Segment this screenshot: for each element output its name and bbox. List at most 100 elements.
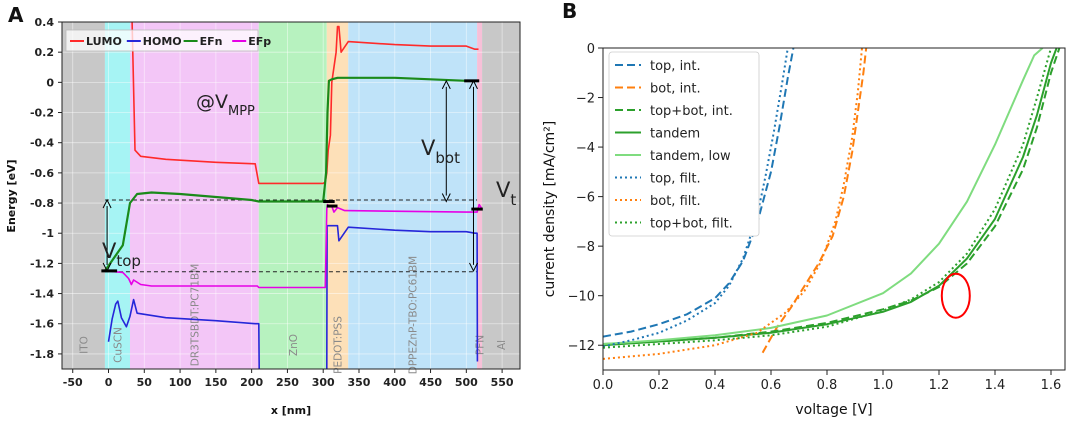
b-xtick-label: 0.0 bbox=[593, 378, 614, 393]
band-pfn bbox=[477, 22, 483, 369]
a-y-label: Energy [eV] bbox=[5, 159, 18, 232]
vbot-arrow-head-top bbox=[441, 79, 451, 90]
b-xtick-label: 1.4 bbox=[985, 378, 1006, 393]
series-lumo bbox=[131, 22, 479, 185]
panel-b: B 0.0 0.2 0.4 0.6 0.8 1.0 1.2 1.4 1.6 0 −2 −4 −6 −8 −… bbox=[542, 0, 1066, 418]
a-ytick-label: -1.8 bbox=[30, 348, 54, 361]
b-xtick-label: 1.0 bbox=[873, 378, 894, 393]
a-x-ticks: -50 0 50 100 150 200 250 300 350 400 450 500 550 bbox=[63, 369, 514, 389]
b-xtick-label: 1.2 bbox=[929, 378, 950, 393]
a-legend-label-efp: EFp bbox=[248, 35, 271, 48]
a-ytick-label: -0.6 bbox=[30, 167, 54, 180]
series-tandem-low bbox=[603, 48, 1044, 345]
a-xtick-label: 500 bbox=[455, 376, 478, 389]
vmpp-label: @VMPP bbox=[196, 91, 255, 119]
b-ytick-label: −4 bbox=[576, 141, 595, 156]
band-pedot-pss bbox=[326, 22, 349, 369]
b-legend-label-tandem-low: tandem, low bbox=[650, 149, 731, 164]
a-xtick-label: 250 bbox=[276, 376, 299, 389]
a-x-label: x [nm] bbox=[271, 404, 311, 417]
vmpp-sub: MPP bbox=[228, 104, 255, 119]
panel-a: A ITO CuSCN DR3TSBDT:PC71BM ZnO PEDOT:PSS DPP… bbox=[5, 3, 521, 417]
panel-b-letter: B bbox=[562, 0, 577, 23]
b-legend-label-bot-int: bot, int. bbox=[650, 82, 701, 97]
panel-a-letter: A bbox=[8, 3, 24, 27]
series-bot-filt bbox=[603, 48, 863, 360]
band-zno bbox=[258, 22, 327, 369]
layer-label-pfn: PFN bbox=[475, 335, 487, 355]
a-legend-label-efn: EFn bbox=[200, 35, 223, 48]
b-ytick-label: −2 bbox=[576, 92, 595, 107]
band-al bbox=[482, 22, 520, 369]
vtop-sub: top bbox=[116, 252, 141, 270]
band-cuscn bbox=[104, 22, 130, 369]
a-xtick-label: 150 bbox=[204, 376, 227, 389]
a-ytick-label: -0.2 bbox=[30, 107, 54, 120]
b-ytick-label: −6 bbox=[576, 191, 595, 206]
a-series bbox=[103, 22, 483, 369]
vt-sub: t bbox=[510, 191, 516, 209]
vt-arrow-head-bottom bbox=[469, 262, 478, 273]
b-xtick-label: 0.4 bbox=[705, 378, 726, 393]
a-xtick-label: 100 bbox=[169, 376, 192, 389]
b-legend-label-top-int: top, int. bbox=[650, 59, 701, 74]
vbot-sub: bot bbox=[435, 149, 460, 167]
b-y-ticks: 0 −2 −4 −6 −8 −10 −12 bbox=[568, 42, 603, 354]
vmpp-main: @V bbox=[196, 91, 228, 113]
series-efp bbox=[104, 203, 483, 289]
a-xtick-label: 50 bbox=[137, 376, 153, 389]
b-xtick-label: 0.2 bbox=[649, 378, 670, 393]
a-ytick-label: 0 bbox=[46, 76, 54, 89]
a-xtick-label: 400 bbox=[383, 376, 406, 389]
layer-labels: ITO CuSCN DR3TSBDT:PC71BM ZnO PEDOT:PSS DPPEZ… bbox=[78, 256, 508, 375]
a-ytick-label: -1.6 bbox=[30, 318, 54, 331]
b-legend-label-top-bot-int: top+bot, int. bbox=[650, 104, 733, 119]
b-legend-label-top-filt: top, filt. bbox=[650, 172, 701, 187]
a-ytick-label: -1 bbox=[42, 227, 54, 240]
a-ytick-label: 0.4 bbox=[35, 16, 55, 29]
layer-label-dppeznp-tbo-pc61bm: DPPEZnP-TBO:PC61BM bbox=[408, 256, 420, 375]
series-tandem bbox=[603, 48, 1058, 347]
layer-label-pedot-pss: PEDOT:PSS bbox=[333, 316, 345, 374]
a-ytick-label: -0.4 bbox=[30, 137, 54, 150]
series-homo-right bbox=[326, 224, 479, 369]
b-xtick-label: 1.6 bbox=[1041, 378, 1062, 393]
layer-label-ito: ITO bbox=[78, 336, 90, 354]
b-xtick-label: 0.6 bbox=[761, 378, 782, 393]
a-legend-box bbox=[65, 29, 259, 52]
b-legend-label-tandem: tandem bbox=[650, 127, 700, 142]
vt-main: V bbox=[496, 178, 511, 202]
vbot-arrow-head-bottom bbox=[441, 193, 451, 203]
b-x-ticks: 0.0 0.2 0.4 0.6 0.8 1.0 1.2 1.4 1.6 bbox=[593, 370, 1062, 393]
vbot-label: Vbot bbox=[421, 136, 460, 167]
contact-bars bbox=[101, 79, 483, 273]
a-ytick-label: -1.4 bbox=[30, 288, 54, 301]
series-top-bot-filt bbox=[603, 48, 1052, 349]
vtop-arrow-head-bottom bbox=[102, 262, 112, 273]
b-ytick-label: −10 bbox=[568, 290, 595, 305]
a-legend: LUMO HOMO EFn EFp bbox=[65, 29, 271, 52]
vtop-main: V bbox=[102, 239, 117, 263]
a-legend-label-homo: HOMO bbox=[143, 35, 182, 48]
a-grid bbox=[62, 21, 520, 369]
series-efn bbox=[103, 76, 478, 272]
vt-label: Vt bbox=[496, 178, 516, 209]
layer-label-dr3tsbdt-pc71bm: DR3TSBDT:PC71BM bbox=[189, 264, 201, 367]
b-x-label: voltage [V] bbox=[795, 402, 872, 418]
vbot-main: V bbox=[421, 136, 436, 160]
b-ytick-label: −8 bbox=[576, 240, 595, 255]
dashed-levels bbox=[104, 199, 478, 273]
b-legend-box bbox=[608, 51, 760, 237]
a-annotations: @VMPP Vbot Vt Vtop bbox=[102, 91, 516, 270]
b-frame bbox=[602, 47, 1066, 371]
a-frame bbox=[61, 21, 521, 370]
a-xtick-label: 450 bbox=[419, 376, 442, 389]
a-y-ticks: 0.4 0.2 0 -0.2 -0.4 -0.6 -0.8 -1 -1.2 -1.4 -1.6 -1.… bbox=[30, 16, 62, 361]
vtop-label: Vtop bbox=[102, 239, 141, 270]
band-ito bbox=[62, 22, 105, 369]
voltage-arrows bbox=[102, 79, 478, 273]
a-xtick-label: 350 bbox=[348, 376, 371, 389]
layer-label-al: Al bbox=[496, 340, 508, 350]
a-ytick-label: -1.2 bbox=[30, 257, 54, 270]
